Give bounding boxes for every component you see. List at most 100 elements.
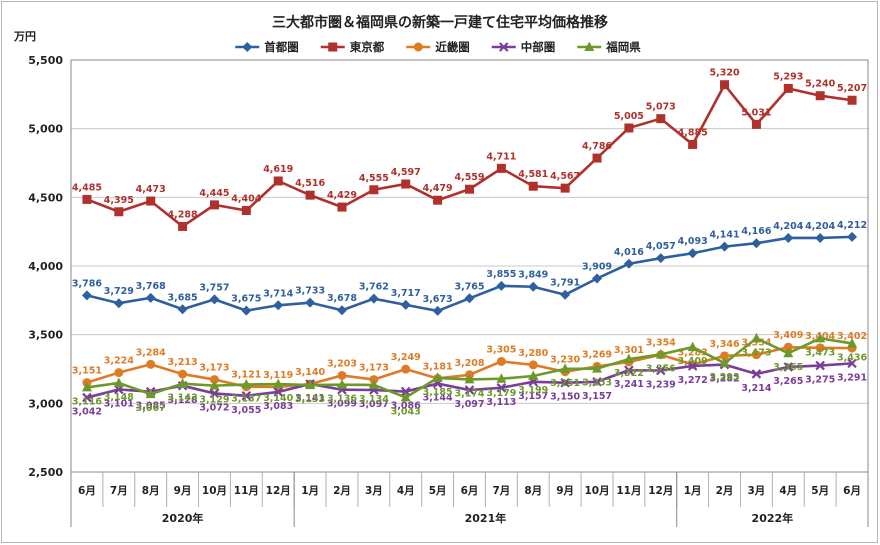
- legend-item: 首都圏: [235, 40, 299, 54]
- data-label: 4,445: [199, 188, 229, 199]
- data-point: [751, 332, 762, 343]
- legend-label: 中部圏: [521, 40, 556, 54]
- data-point: [624, 365, 634, 376]
- data-point: [751, 238, 762, 249]
- x-tick-label: 9月: [174, 485, 192, 497]
- data-label: 4,619: [263, 164, 293, 175]
- data-point: [368, 293, 379, 304]
- data-point: [464, 293, 475, 304]
- data-label: 3,714: [263, 288, 293, 299]
- data-point: [82, 392, 92, 403]
- x-tick-label: 6月: [78, 485, 96, 497]
- x-tick-label: 11月: [234, 485, 259, 497]
- data-point: [528, 370, 539, 381]
- data-label: 3,354: [646, 338, 676, 349]
- data-label: 3,909: [582, 261, 612, 272]
- data-point: [656, 365, 666, 376]
- data-label: 3,356: [646, 363, 676, 374]
- data-label: 4,288: [168, 209, 198, 220]
- data-label: 3,241: [614, 379, 644, 390]
- data-label: 3,224: [104, 356, 134, 367]
- data-label: 3,101: [104, 398, 134, 409]
- data-label: 3,473: [741, 347, 771, 358]
- y-tick-label: 4,500: [28, 191, 63, 204]
- data-point: [687, 248, 698, 259]
- data-label: 3,291: [837, 372, 867, 383]
- data-label: 3,067: [136, 403, 166, 414]
- data-label: 5,207: [837, 83, 867, 94]
- x-tick-label: 3月: [748, 485, 766, 497]
- data-point: [273, 387, 283, 397]
- data-point: [241, 379, 252, 389]
- year-label: 2020年: [162, 511, 204, 525]
- series-line: [86, 82, 853, 229]
- data-point: [720, 80, 730, 90]
- data-point: [496, 383, 507, 393]
- data-label: 3,173: [359, 363, 389, 374]
- data-label: 3,283: [678, 347, 708, 358]
- data-point: [560, 377, 570, 388]
- legend-label: 近畿圏: [435, 40, 470, 54]
- x-tick-label: 5月: [811, 485, 829, 497]
- data-point: [336, 379, 347, 389]
- data-label: 3,199: [518, 385, 548, 396]
- data-point: [783, 362, 794, 372]
- data-point: [242, 42, 253, 52]
- data-label: 4,016: [614, 247, 644, 258]
- data-point: [815, 332, 826, 343]
- data-point: [584, 41, 595, 51]
- data-point: [114, 207, 124, 217]
- data-label: 3,849: [518, 270, 548, 281]
- data-label: 3,085: [136, 401, 166, 412]
- data-label: 3,055: [231, 405, 261, 416]
- data-point: [655, 348, 666, 359]
- data-label: 5,320: [710, 68, 740, 79]
- data-label: 3,174: [454, 388, 484, 399]
- x-tick-label: 10月: [202, 485, 227, 497]
- data-point: [209, 388, 220, 399]
- data-label: 3,249: [391, 352, 421, 363]
- data-point: [432, 372, 443, 382]
- data-label: 3,097: [359, 399, 389, 410]
- data-point: [209, 200, 219, 210]
- data-label: 4,485: [72, 182, 102, 193]
- data-label: 3,365: [773, 362, 803, 373]
- data-point: [783, 347, 794, 358]
- data-point: [273, 378, 284, 389]
- data-point: [720, 351, 730, 361]
- x-tick-label: 11月: [616, 485, 641, 497]
- data-label: 3,678: [327, 293, 357, 304]
- data-point: [146, 196, 156, 206]
- data-label: 3,230: [550, 355, 580, 366]
- data-label: 4,786: [582, 141, 612, 152]
- data-point: [687, 341, 698, 352]
- data-point: [433, 195, 443, 205]
- data-label: 3,765: [454, 281, 484, 292]
- x-tick-label: 6月: [461, 485, 479, 497]
- data-point: [400, 299, 411, 310]
- data-label: 4,204: [805, 221, 835, 232]
- legend-label: 首都圏: [264, 40, 299, 54]
- data-label: 4,516: [295, 178, 325, 189]
- data-point: [783, 342, 793, 352]
- x-tick-label: 8月: [142, 485, 160, 497]
- data-label: 3,128: [168, 395, 198, 406]
- data-label: 4,479: [423, 183, 453, 194]
- data-point: [209, 375, 219, 385]
- legend-item: 東京都: [320, 40, 385, 54]
- data-point: [401, 179, 411, 189]
- data-point: [496, 163, 506, 173]
- x-tick-label: 2月: [716, 485, 734, 497]
- data-point: [751, 119, 761, 129]
- data-label: 4,597: [391, 167, 421, 178]
- data-label: 4,473: [136, 184, 166, 195]
- data-point: [82, 194, 92, 204]
- data-label: 4,204: [773, 221, 803, 232]
- data-point: [273, 300, 284, 311]
- data-point: [337, 202, 347, 212]
- legend-item: 近畿圏: [406, 40, 470, 54]
- data-point: [624, 123, 634, 133]
- data-label: 3,685: [168, 292, 198, 303]
